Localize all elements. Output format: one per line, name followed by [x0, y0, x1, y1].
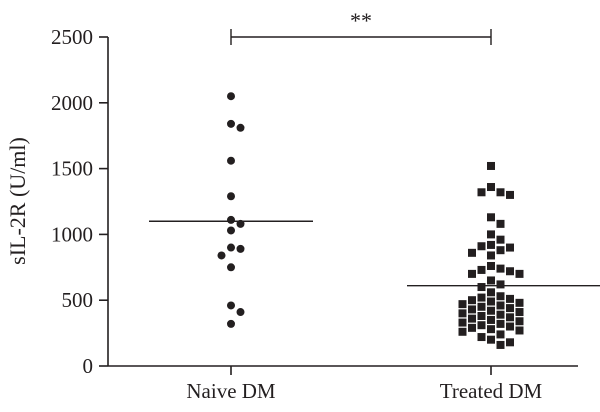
data-point-circle	[227, 215, 235, 224]
data-point-circle	[236, 123, 245, 132]
data-point-square	[496, 219, 505, 228]
data-point-square	[487, 161, 495, 170]
data-point-circle	[236, 244, 245, 253]
data-point-square	[506, 313, 514, 322]
data-point-square	[487, 261, 495, 270]
significance-line	[230, 29, 492, 45]
data-point-square	[458, 327, 467, 336]
data-point-square	[515, 326, 524, 335]
data-point-square	[506, 304, 514, 313]
data-point-square	[506, 294, 514, 303]
y-tick-label: 500	[62, 288, 94, 312]
mean-lines	[149, 220, 600, 287]
data-point-square	[477, 188, 486, 197]
data-point-square	[515, 317, 524, 326]
data-point-square	[468, 248, 476, 257]
data-point-circle	[227, 119, 235, 128]
data-point-circle	[217, 251, 226, 260]
data-point-square	[487, 276, 495, 285]
y-axis: 0 500 1000 1500 2000 2500	[51, 25, 109, 378]
data-point-square	[487, 297, 495, 306]
data-point-square	[496, 246, 505, 255]
data-point-square	[458, 309, 467, 318]
data-point-square	[496, 330, 505, 339]
y-tick-label: 1000	[51, 222, 93, 246]
data-point-square	[496, 319, 505, 328]
data-point-square	[477, 311, 486, 320]
y-tick-label: 0	[83, 354, 94, 378]
data-point-circle	[227, 92, 235, 101]
data-point-square	[506, 267, 514, 276]
data-point-circle	[236, 308, 245, 317]
data-point-square	[477, 265, 486, 274]
data-point-square	[487, 230, 495, 239]
data-point-square	[487, 335, 495, 344]
data-point-square	[496, 188, 505, 197]
data-point-square	[487, 183, 495, 192]
data-point-square	[477, 302, 486, 311]
data-point-square	[496, 310, 505, 319]
data-point-square	[477, 321, 486, 330]
data-point-square	[496, 280, 505, 289]
data-point-square	[477, 242, 486, 251]
data-point-square	[496, 292, 505, 301]
data-point-circle	[227, 263, 235, 272]
data-point-square	[468, 323, 476, 332]
data-point-square	[487, 240, 495, 249]
data-point-square	[477, 283, 486, 292]
data-point-square	[506, 338, 514, 347]
data-point-square	[468, 305, 476, 314]
data-point-square	[506, 243, 514, 252]
data-point-square	[477, 293, 486, 302]
data-point-square	[458, 318, 467, 327]
y-tick-label: 1500	[51, 157, 93, 181]
data-point-square	[458, 300, 467, 309]
data-point-square	[515, 308, 524, 317]
significance-bracket: **	[230, 8, 492, 45]
y-tick-label: 2000	[51, 91, 93, 115]
y-axis-title: sIL-2R (U/ml)	[5, 137, 30, 265]
data-point-square	[487, 213, 495, 222]
data-point-circle	[227, 243, 235, 252]
data-point-circle	[227, 192, 235, 201]
data-point-square	[515, 269, 524, 278]
data-point-square	[468, 296, 476, 305]
data-point-square	[487, 251, 495, 260]
data-point-square	[487, 325, 495, 334]
data-point-square	[506, 190, 514, 199]
significance-label: **	[350, 8, 372, 33]
data-point-square	[487, 315, 495, 324]
data-point-square	[496, 264, 505, 273]
y-tick-label: 2500	[51, 25, 93, 49]
data-points	[217, 92, 524, 349]
x-tick-label: Naive DM	[186, 379, 276, 403]
data-point-circle	[227, 226, 235, 235]
data-point-circle	[227, 156, 235, 165]
data-point-square	[468, 314, 476, 323]
data-point-square	[477, 333, 486, 342]
data-point-square	[468, 269, 476, 278]
data-point-circle	[227, 319, 235, 328]
data-point-circle	[227, 301, 235, 310]
data-point-square	[487, 288, 495, 297]
data-point-square	[506, 322, 514, 331]
data-point-square	[496, 301, 505, 310]
x-axis: Naive DM Treated DM	[108, 365, 578, 403]
x-tick-label: Treated DM	[440, 379, 543, 403]
data-point-square	[515, 298, 524, 307]
data-point-square	[496, 235, 505, 244]
data-point-square	[496, 340, 505, 349]
data-point-square	[487, 306, 495, 315]
